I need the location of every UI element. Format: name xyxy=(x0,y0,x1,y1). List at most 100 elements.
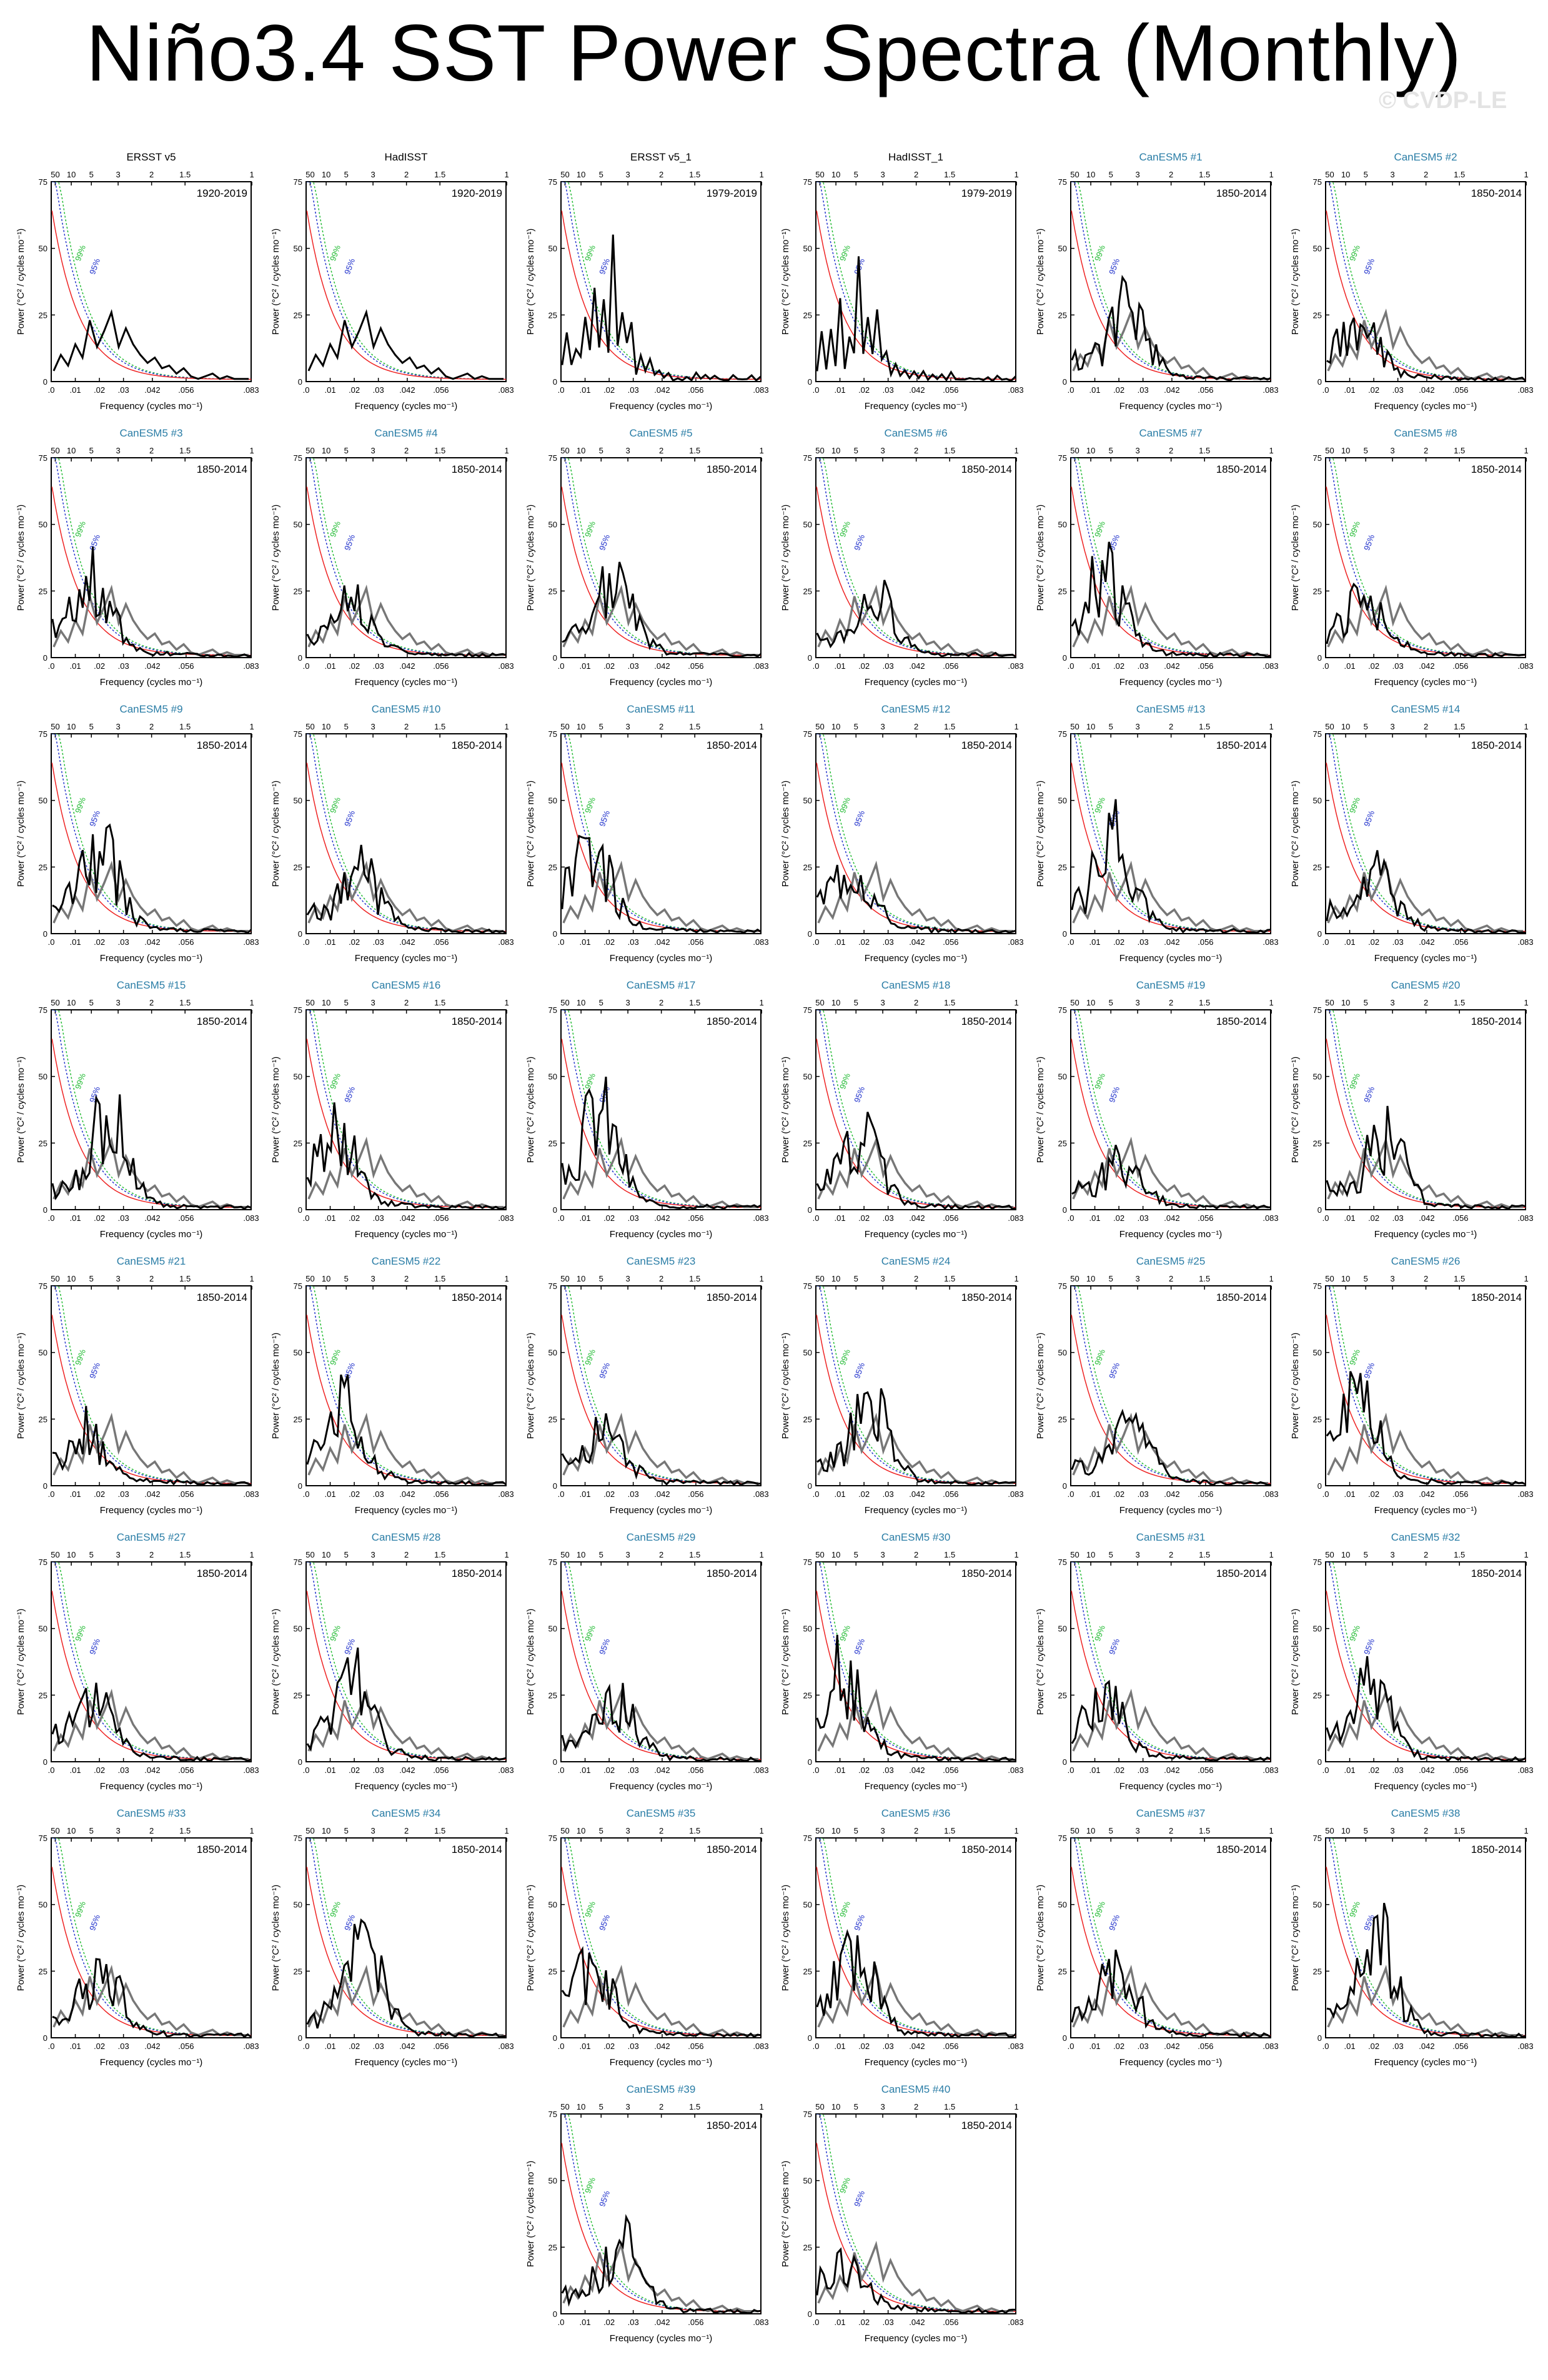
x-tick-label: .01 xyxy=(325,2042,336,2051)
top-tick-label: 50 xyxy=(560,998,569,1007)
member-spectrum-line xyxy=(816,580,1016,658)
conf-95-line xyxy=(1071,1562,1271,1760)
x-tick-label: .0 xyxy=(48,385,55,395)
conf-95-label: 95% xyxy=(87,809,102,827)
panel-title: CanESM5 #35 xyxy=(627,1807,696,1819)
top-tick-label: 1 xyxy=(1015,998,1019,1007)
spectrum-panel: CanESM5 #22 1850-2014 .0 .01 .02 .03 .042 .056.… xyxy=(270,1255,514,1516)
conf-95-label: 95% xyxy=(342,1637,357,1656)
x-tick-label: .042 xyxy=(399,1213,415,1223)
period-label: 1850-2014 xyxy=(452,739,502,751)
top-tick-label: 5 xyxy=(344,998,349,1007)
top-tick-label: 5 xyxy=(599,1274,603,1283)
plot-frame xyxy=(560,1009,762,1210)
plot-area: 99%95% xyxy=(1326,1838,1526,2038)
member-spectrum-line xyxy=(561,1946,761,2038)
top-tick-label: 1.5 xyxy=(1199,722,1210,731)
conf-99-label: 99% xyxy=(1347,1900,1362,1918)
top-tick-label: 1.5 xyxy=(434,446,445,455)
y-tick-label: 50 xyxy=(294,244,302,254)
y-tick-label: 50 xyxy=(1058,1348,1067,1358)
top-tick-label: 1.5 xyxy=(179,170,191,179)
y-tick-label: 25 xyxy=(1313,1691,1322,1700)
red-noise-line xyxy=(561,763,761,932)
y-tick-label: 0 xyxy=(808,1757,812,1767)
top-tick-label: 10 xyxy=(322,1274,330,1283)
spectrum-panel: CanESM5 #33 1850-2014 .0 .01 .02 .03 .042 .056.… xyxy=(16,1807,259,2068)
y-tick-label: 25 xyxy=(39,310,47,320)
x-tick-label: .03 xyxy=(373,2042,384,2051)
top-tick-label: 1 xyxy=(250,446,254,455)
top-tick-label: 50 xyxy=(560,722,569,731)
x-tick-label: .042 xyxy=(1419,1765,1434,1775)
x-tick-label: .03 xyxy=(373,385,384,395)
top-tick-label: 50 xyxy=(1070,1550,1079,1559)
top-tick-label: 3 xyxy=(116,1550,120,1559)
y-tick-label: 50 xyxy=(1058,796,1067,806)
x-tick-label: .02 xyxy=(858,1213,870,1223)
x-axis-label: Frequency (cycles mo⁻¹) xyxy=(1374,1229,1477,1240)
plot-area: 99%95% xyxy=(306,458,506,658)
red-noise-line xyxy=(51,1591,251,1760)
x-tick-label: .0 xyxy=(558,1765,565,1775)
x-tick-label: .056 xyxy=(178,1489,194,1499)
top-tick-label: 10 xyxy=(577,998,585,1007)
conf-99-label: 99% xyxy=(583,2176,597,2195)
panel-title: CanESM5 #8 xyxy=(1394,427,1457,439)
x-tick-label: .083 xyxy=(243,385,259,395)
plot-area: 99%95% xyxy=(1071,1286,1271,1486)
x-tick-label: .083 xyxy=(1008,1765,1023,1775)
panel-title: CanESM5 #18 xyxy=(881,979,951,991)
top-tick-label: 1 xyxy=(1269,722,1274,731)
top-tick-label: 2 xyxy=(914,1550,918,1559)
observed-overlay-line xyxy=(307,1136,504,1208)
red-noise-line xyxy=(306,486,506,656)
red-noise-line xyxy=(561,210,761,380)
conf-99-label: 99% xyxy=(583,1624,597,1642)
x-tick-label: .083 xyxy=(1517,661,1533,671)
x-tick-label: .056 xyxy=(1452,1765,1468,1775)
top-tick-label: 10 xyxy=(322,170,330,179)
panel-title: HadISST xyxy=(385,151,428,163)
x-tick-label: .01 xyxy=(580,661,591,671)
top-tick-label: 10 xyxy=(67,1826,76,1835)
top-tick-label: 5 xyxy=(1364,446,1368,455)
top-tick-label: 2 xyxy=(659,170,663,179)
x-tick-label: .042 xyxy=(399,937,415,947)
spectrum-panel: CanESM5 #21 1850-2014 .0 .01 .02 .03 .042 .056.… xyxy=(16,1255,259,1516)
plot-area: 99%95% xyxy=(816,734,1016,934)
top-tick-label: 2 xyxy=(659,1274,663,1283)
plot-area: 99%95% xyxy=(561,2114,761,2314)
x-tick-label: .056 xyxy=(688,1489,703,1499)
top-tick-label: 1 xyxy=(250,170,254,179)
top-tick-label: 3 xyxy=(1390,998,1394,1007)
top-tick-label: 1.5 xyxy=(1454,722,1465,731)
x-tick-label: .083 xyxy=(753,937,768,947)
top-tick-label: 1 xyxy=(760,722,764,731)
period-label: 1850-2014 xyxy=(452,1291,502,1303)
x-tick-label: .0 xyxy=(1322,1765,1329,1775)
conf-95-label: 95% xyxy=(87,1637,102,1656)
plot-area: 99%95% xyxy=(306,1286,506,1486)
spectrum-panel: HadISST_1 1979-2019 .0 .01 .02 .03 .042 .056 .08… xyxy=(780,151,1024,412)
x-tick-label: .083 xyxy=(753,1765,768,1775)
x-tick-label: .042 xyxy=(1419,385,1434,395)
x-tick-label: .0 xyxy=(1322,385,1329,395)
conf-99-label: 99% xyxy=(838,244,852,262)
top-tick-label: 2 xyxy=(149,1550,154,1559)
top-tick-label: 5 xyxy=(599,998,603,1007)
red-noise-line xyxy=(561,486,761,656)
x-tick-label: .0 xyxy=(1068,661,1074,671)
y-tick-label: 0 xyxy=(1317,2033,1322,2043)
observed-overlay-line xyxy=(1327,308,1524,380)
conf-95-label: 95% xyxy=(597,1913,612,1932)
x-tick-label: .03 xyxy=(373,1489,384,1499)
observed-overlay-line xyxy=(562,1412,759,1484)
x-axis-label: Frequency (cycles mo⁻¹) xyxy=(1374,2057,1477,2068)
y-axis-label: Power (°C² / cycles mo⁻¹) xyxy=(780,229,791,335)
member-spectrum-line xyxy=(1326,1902,1526,2038)
top-tick-label: 5 xyxy=(344,1274,349,1283)
top-tick-label: 1.5 xyxy=(179,1826,191,1835)
conf-99-line xyxy=(816,458,1016,656)
y-tick-label: 0 xyxy=(1063,377,1067,387)
